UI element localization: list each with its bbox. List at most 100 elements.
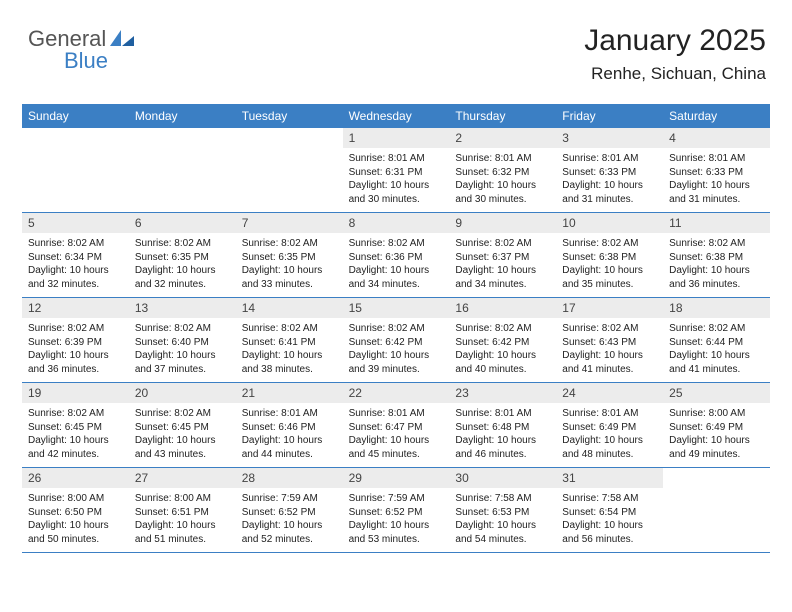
dow-wednesday: Wednesday (343, 104, 450, 128)
day-number: 5 (22, 213, 129, 233)
calendar-cell: 22Sunrise: 8:01 AMSunset: 6:47 PMDayligh… (343, 383, 450, 467)
calendar-cell: 5Sunrise: 8:02 AMSunset: 6:34 PMDaylight… (22, 213, 129, 297)
day-info: Sunrise: 8:02 AMSunset: 6:34 PMDaylight:… (22, 233, 129, 291)
daylight-line: Daylight: 10 hours and 53 minutes. (349, 519, 444, 546)
sunset-line: Sunset: 6:36 PM (349, 251, 444, 265)
sunrise-line: Sunrise: 8:02 AM (242, 322, 337, 336)
calendar-week: 19Sunrise: 8:02 AMSunset: 6:45 PMDayligh… (22, 383, 770, 468)
day-number: 25 (663, 383, 770, 403)
day-info: Sunrise: 8:02 AMSunset: 6:42 PMDaylight:… (449, 318, 556, 376)
brand-logo: GeneralBlue (28, 26, 148, 76)
sunrise-line: Sunrise: 8:01 AM (349, 152, 444, 166)
day-number: 11 (663, 213, 770, 233)
calendar-cell: 1Sunrise: 8:01 AMSunset: 6:31 PMDaylight… (343, 128, 450, 212)
daylight-line: Daylight: 10 hours and 31 minutes. (669, 179, 764, 206)
sunrise-line: Sunrise: 8:02 AM (28, 407, 123, 421)
day-number: 8 (343, 213, 450, 233)
day-number: 24 (556, 383, 663, 403)
dow-tuesday: Tuesday (236, 104, 343, 128)
day-number: 20 (129, 383, 236, 403)
day-info: Sunrise: 8:02 AMSunset: 6:38 PMDaylight:… (556, 233, 663, 291)
daylight-line: Daylight: 10 hours and 52 minutes. (242, 519, 337, 546)
day-number: 12 (22, 298, 129, 318)
calendar-cell: 28Sunrise: 7:59 AMSunset: 6:52 PMDayligh… (236, 468, 343, 552)
sunset-line: Sunset: 6:40 PM (135, 336, 230, 350)
day-info: Sunrise: 8:02 AMSunset: 6:45 PMDaylight:… (22, 403, 129, 461)
day-info: Sunrise: 8:01 AMSunset: 6:33 PMDaylight:… (663, 148, 770, 206)
sunset-line: Sunset: 6:38 PM (562, 251, 657, 265)
sunrise-line: Sunrise: 8:02 AM (455, 237, 550, 251)
day-number: 17 (556, 298, 663, 318)
sunset-line: Sunset: 6:52 PM (349, 506, 444, 520)
daylight-line: Daylight: 10 hours and 34 minutes. (455, 264, 550, 291)
calendar-cell: 31Sunrise: 7:58 AMSunset: 6:54 PMDayligh… (556, 468, 663, 552)
calendar-cell: 3Sunrise: 8:01 AMSunset: 6:33 PMDaylight… (556, 128, 663, 212)
day-info: Sunrise: 8:02 AMSunset: 6:44 PMDaylight:… (663, 318, 770, 376)
day-info: Sunrise: 8:02 AMSunset: 6:41 PMDaylight:… (236, 318, 343, 376)
calendar-cell: 7Sunrise: 8:02 AMSunset: 6:35 PMDaylight… (236, 213, 343, 297)
calendar-cell-empty (663, 468, 770, 552)
calendar-cell: 6Sunrise: 8:02 AMSunset: 6:35 PMDaylight… (129, 213, 236, 297)
calendar-cell: 9Sunrise: 8:02 AMSunset: 6:37 PMDaylight… (449, 213, 556, 297)
calendar-cell: 2Sunrise: 8:01 AMSunset: 6:32 PMDaylight… (449, 128, 556, 212)
sunset-line: Sunset: 6:31 PM (349, 166, 444, 180)
day-info: Sunrise: 8:02 AMSunset: 6:36 PMDaylight:… (343, 233, 450, 291)
sunrise-line: Sunrise: 7:58 AM (455, 492, 550, 506)
sunrise-line: Sunrise: 8:02 AM (669, 322, 764, 336)
day-info: Sunrise: 7:59 AMSunset: 6:52 PMDaylight:… (343, 488, 450, 546)
day-number: 29 (343, 468, 450, 488)
day-info: Sunrise: 8:01 AMSunset: 6:32 PMDaylight:… (449, 148, 556, 206)
day-info: Sunrise: 8:00 AMSunset: 6:49 PMDaylight:… (663, 403, 770, 461)
sunrise-line: Sunrise: 8:02 AM (135, 322, 230, 336)
day-info: Sunrise: 8:02 AMSunset: 6:35 PMDaylight:… (236, 233, 343, 291)
day-number: 14 (236, 298, 343, 318)
daylight-line: Daylight: 10 hours and 40 minutes. (455, 349, 550, 376)
sunrise-line: Sunrise: 8:01 AM (242, 407, 337, 421)
sunset-line: Sunset: 6:32 PM (455, 166, 550, 180)
sunrise-line: Sunrise: 8:02 AM (135, 237, 230, 251)
daylight-line: Daylight: 10 hours and 37 minutes. (135, 349, 230, 376)
day-number: 13 (129, 298, 236, 318)
daylight-line: Daylight: 10 hours and 31 minutes. (562, 179, 657, 206)
sunset-line: Sunset: 6:33 PM (562, 166, 657, 180)
day-info: Sunrise: 8:02 AMSunset: 6:38 PMDaylight:… (663, 233, 770, 291)
dow-monday: Monday (129, 104, 236, 128)
sunrise-line: Sunrise: 8:01 AM (455, 407, 550, 421)
sunset-line: Sunset: 6:48 PM (455, 421, 550, 435)
day-number: 30 (449, 468, 556, 488)
day-number: 7 (236, 213, 343, 233)
calendar-cell: 26Sunrise: 8:00 AMSunset: 6:50 PMDayligh… (22, 468, 129, 552)
sunrise-line: Sunrise: 7:59 AM (242, 492, 337, 506)
day-number: 3 (556, 128, 663, 148)
daylight-line: Daylight: 10 hours and 38 minutes. (242, 349, 337, 376)
day-info: Sunrise: 8:02 AMSunset: 6:40 PMDaylight:… (129, 318, 236, 376)
calendar-week: 5Sunrise: 8:02 AMSunset: 6:34 PMDaylight… (22, 213, 770, 298)
day-info: Sunrise: 8:02 AMSunset: 6:42 PMDaylight:… (343, 318, 450, 376)
day-number: 23 (449, 383, 556, 403)
day-info: Sunrise: 7:58 AMSunset: 6:54 PMDaylight:… (556, 488, 663, 546)
sunset-line: Sunset: 6:37 PM (455, 251, 550, 265)
brand-text-blue: Blue (64, 48, 108, 74)
sunrise-line: Sunrise: 8:02 AM (455, 322, 550, 336)
calendar-cell: 24Sunrise: 8:01 AMSunset: 6:49 PMDayligh… (556, 383, 663, 467)
day-info: Sunrise: 8:01 AMSunset: 6:48 PMDaylight:… (449, 403, 556, 461)
day-number: 6 (129, 213, 236, 233)
day-number: 28 (236, 468, 343, 488)
sunrise-line: Sunrise: 8:02 AM (28, 322, 123, 336)
calendar-cell: 10Sunrise: 8:02 AMSunset: 6:38 PMDayligh… (556, 213, 663, 297)
daylight-line: Daylight: 10 hours and 56 minutes. (562, 519, 657, 546)
calendar-cell: 19Sunrise: 8:02 AMSunset: 6:45 PMDayligh… (22, 383, 129, 467)
daylight-line: Daylight: 10 hours and 41 minutes. (562, 349, 657, 376)
sunset-line: Sunset: 6:54 PM (562, 506, 657, 520)
sunset-line: Sunset: 6:34 PM (28, 251, 123, 265)
day-number: 10 (556, 213, 663, 233)
page-subtitle: Renhe, Sichuan, China (584, 64, 766, 84)
day-info: Sunrise: 8:02 AMSunset: 6:35 PMDaylight:… (129, 233, 236, 291)
page: GeneralBlue January 2025 Renhe, Sichuan,… (0, 0, 792, 612)
daylight-line: Daylight: 10 hours and 36 minutes. (28, 349, 123, 376)
daylight-line: Daylight: 10 hours and 41 minutes. (669, 349, 764, 376)
calendar-cell: 20Sunrise: 8:02 AMSunset: 6:45 PMDayligh… (129, 383, 236, 467)
sunset-line: Sunset: 6:45 PM (135, 421, 230, 435)
sunset-line: Sunset: 6:39 PM (28, 336, 123, 350)
sunset-line: Sunset: 6:44 PM (669, 336, 764, 350)
